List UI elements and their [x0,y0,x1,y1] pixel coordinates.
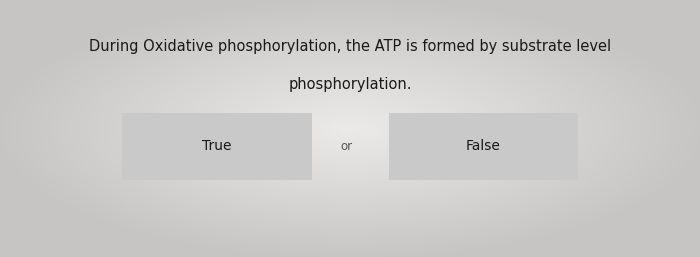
Text: False: False [466,140,500,153]
Text: During Oxidative phosphorylation, the ATP is formed by substrate level: During Oxidative phosphorylation, the AT… [89,39,611,54]
Text: True: True [202,140,232,153]
Text: or: or [340,140,353,153]
FancyBboxPatch shape [122,113,312,180]
FancyBboxPatch shape [389,113,578,180]
Text: phosphorylation.: phosphorylation. [288,77,412,92]
